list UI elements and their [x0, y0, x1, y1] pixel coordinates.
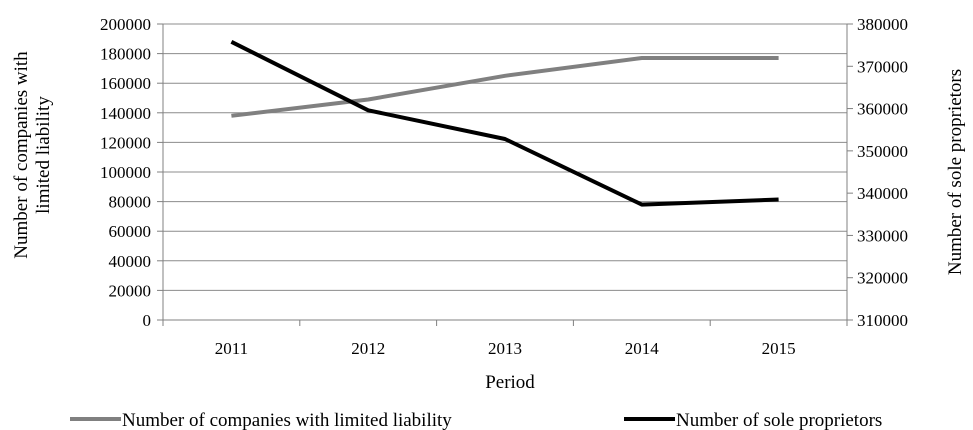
left-y-tick-label: 200000 — [100, 15, 151, 34]
left-y-tick-label: 0 — [143, 311, 152, 330]
left-y-tick-label: 160000 — [100, 74, 151, 93]
left-y-tick-label: 120000 — [100, 133, 151, 152]
right-y-tick-label: 380000 — [857, 15, 908, 34]
left-y-tick-label: 20000 — [109, 281, 152, 300]
series-line-sole-proprietors — [230, 40, 779, 207]
left-y-tick-label: 60000 — [109, 222, 152, 241]
left-y-tick-label: 140000 — [100, 104, 151, 123]
right-y-axis-title: Number of sole proprietors — [945, 69, 966, 275]
left-y-tick-label: 80000 — [109, 193, 152, 212]
right-y-tick-label: 350000 — [857, 142, 908, 161]
left-y-tick-label: 180000 — [100, 45, 151, 64]
right-y-tick-label: 340000 — [857, 184, 908, 203]
x-tick-label: 2015 — [762, 339, 796, 358]
series-lines — [230, 40, 779, 207]
left-y-axis-title: Number of companies with limited liabili… — [11, 51, 54, 259]
x-tick-label: 2012 — [351, 339, 385, 358]
right-y-tick-label: 360000 — [857, 100, 908, 119]
series-line-limited-liability — [231, 56, 779, 118]
legend-label-sole-proprietors: Number of sole proprietors — [676, 410, 882, 430]
x-axis-title: Period — [485, 372, 535, 393]
left-y-tick-label: 100000 — [100, 163, 151, 182]
right-y-tick-label: 370000 — [857, 57, 908, 76]
left-y-axis-title-line-2: limited liability — [33, 96, 54, 214]
legend: Number of companies with limited liabili… — [70, 410, 882, 430]
left-y-axis-title-line-1: Number of companies with — [11, 51, 32, 259]
right-y-tick-label: 310000 — [857, 311, 908, 330]
x-tick-label: 2014 — [625, 339, 660, 358]
left-y-tick-label: 40000 — [109, 252, 152, 271]
tick-labels: 0 20000 40000 60000 80000 100000 120000 140000 1… — [100, 15, 908, 358]
x-tick-label: 2013 — [488, 339, 522, 358]
gridlines — [163, 23, 847, 291]
right-y-tick-label: 330000 — [857, 226, 908, 245]
axes — [157, 23, 853, 326]
x-tick-label: 2011 — [215, 339, 248, 358]
legend-label-limited-liability: Number of companies with limited liabili… — [122, 410, 452, 430]
right-y-tick-label: 320000 — [857, 269, 908, 288]
